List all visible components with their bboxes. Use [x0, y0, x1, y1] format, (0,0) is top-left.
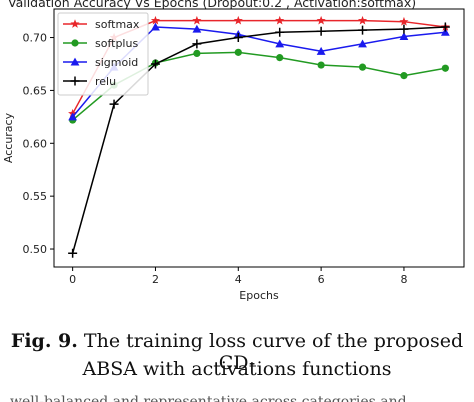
figure-caption-line2: ABSA with activations functions — [82, 358, 392, 380]
legend-box — [57, 12, 149, 96]
legend-marker-softplus — [71, 39, 79, 47]
legend-label-softmax: softmax — [95, 18, 140, 31]
x-tick-label: 0 — [69, 273, 76, 286]
data-point-relu — [358, 25, 368, 35]
data-point-relu — [233, 33, 243, 43]
legend-label-sigmoid: sigmoid — [95, 56, 138, 69]
x-axis: 0 2 4 6 8 — [69, 267, 407, 286]
chart-title: Validation Accuracy Vs Epochs (Dropout:0… — [8, 0, 416, 10]
legend-label-softplus: softplus — [95, 37, 138, 50]
data-point-softplus — [441, 64, 449, 72]
y-tick-label: 0.50 — [23, 243, 48, 256]
data-point-sigmoid — [68, 112, 78, 121]
x-tick-label: 6 — [318, 273, 325, 286]
caption-label: Fig. 9. — [10, 330, 78, 352]
x-tick-label: 4 — [235, 273, 242, 286]
figure-caption: Fig. 9. The training loss curve of the p… — [0, 330, 474, 374]
y-tick-label: 0.70 — [23, 32, 48, 45]
data-point-softplus — [358, 63, 367, 71]
data-point-sigmoid — [151, 22, 160, 31]
x-tick-label: 2 — [152, 273, 159, 286]
data-point-relu — [150, 59, 160, 69]
data-point-relu — [275, 27, 285, 37]
caption-line1: The training loss curve of the proposed … — [77, 330, 464, 374]
data-point-sigmoid — [358, 39, 367, 48]
body-text-partial: well-balanced and representative across … — [10, 394, 407, 402]
data-point-softplus — [234, 48, 242, 56]
y-tick-label: 0.55 — [23, 190, 48, 203]
plot-frame — [53, 8, 465, 268]
data-point-softmax — [399, 16, 409, 26]
data-point-relu — [68, 248, 78, 258]
data-point-relu — [192, 39, 202, 49]
data-point-sigmoid — [399, 32, 409, 41]
data-point-softmax — [192, 15, 202, 25]
data-point-relu — [440, 22, 450, 32]
data-point-sigmoid — [316, 46, 326, 55]
legend-marker-relu — [70, 76, 80, 86]
data-point-softmax — [357, 15, 368, 25]
y-tick-label: 0.65 — [23, 84, 48, 97]
y-tick-label: 0.60 — [23, 137, 48, 150]
data-point-softplus — [400, 72, 408, 80]
data-point-sigmoid — [192, 24, 202, 33]
data-point-relu — [316, 26, 326, 36]
x-tick-label: 8 — [400, 273, 407, 286]
y-axis: 0.50 0.55 0.60 0.65 0.70 — [23, 32, 54, 256]
data-point-softmax — [150, 15, 161, 25]
data-point-relu — [399, 24, 409, 34]
legend: softmax softplus sigmoid relu — [57, 12, 149, 96]
data-point-softplus — [317, 61, 325, 69]
data-point-softmax — [316, 15, 326, 25]
legend-label-relu: relu — [95, 75, 116, 88]
data-point-relu — [109, 99, 119, 109]
data-point-softmax — [233, 15, 243, 25]
line-chart: Validation Accuracy Vs Epochs (Dropout:0… — [2, 0, 465, 302]
data-point-sigmoid — [275, 39, 285, 48]
data-point-softplus — [276, 54, 284, 62]
data-point-softmax — [275, 15, 285, 25]
legend-marker-softmax — [70, 19, 80, 28]
y-axis-title: Accuracy — [2, 112, 15, 163]
data-point-softplus — [193, 49, 201, 58]
x-axis-title: Epochs — [239, 289, 279, 302]
data-point-sigmoid — [440, 27, 450, 36]
legend-marker-sigmoid — [70, 57, 80, 66]
